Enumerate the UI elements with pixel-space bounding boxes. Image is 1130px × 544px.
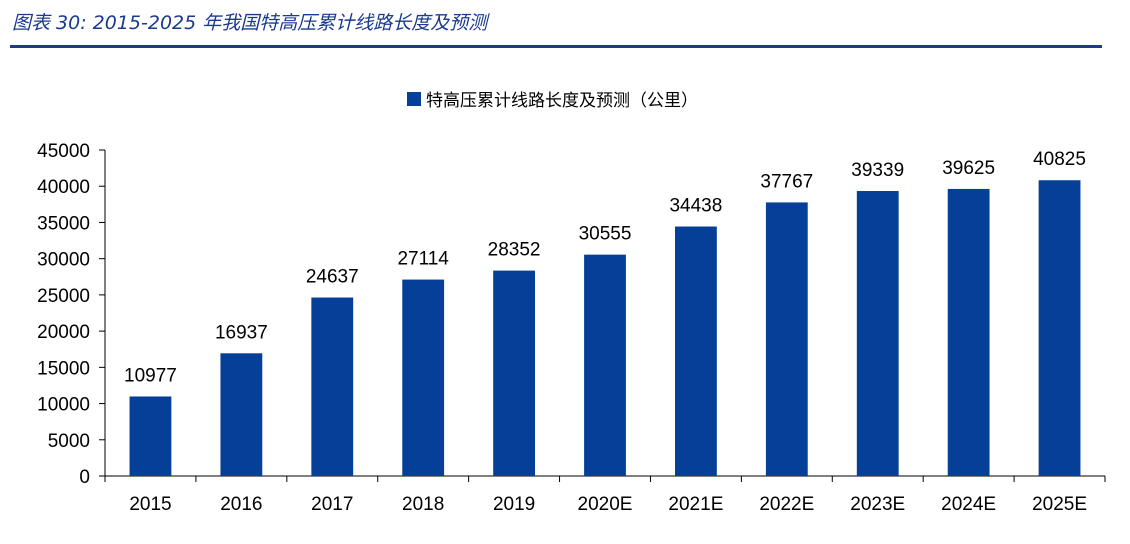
bar — [856, 191, 899, 476]
bar — [129, 396, 172, 476]
x-tick-label: 2021E — [668, 494, 723, 515]
x-tick-label: 2022E — [759, 494, 814, 515]
bar — [493, 270, 535, 476]
x-tick-label: 2016 — [220, 494, 262, 515]
y-tick-label: 40000 — [37, 177, 90, 198]
bar — [765, 202, 808, 477]
bar-value-label: 37767 — [760, 171, 813, 192]
bar-value-label: 34438 — [669, 196, 722, 217]
bar — [675, 226, 717, 476]
data-labels: 10977 16937 24637 27114 28352 30555 34438 37767… — [124, 149, 1086, 386]
figure-title: 图表 30: 2015-2025 年我国特高压累计线路长度及预测 — [12, 12, 488, 34]
x-axis: 2015 2016 2017 2018 2019 2020E 2021E 2022E 2023E… — [104, 475, 1106, 515]
bar-value-label: 30555 — [579, 224, 632, 245]
bar — [947, 188, 990, 476]
y-tick-label: 15000 — [37, 358, 90, 379]
bar-value-label: 39339 — [851, 160, 904, 181]
x-tick-label: 2025E — [1032, 494, 1087, 515]
y-tick-label: 20000 — [37, 322, 90, 343]
x-tick-label: 2018 — [402, 494, 444, 515]
figure-header: 图表 30: 2015-2025 年我国特高压累计线路长度及预测 — [0, 0, 1130, 48]
y-tick-label: 10000 — [37, 395, 90, 416]
x-tick-label: 2019 — [493, 494, 535, 515]
bar-value-label: 27114 — [397, 249, 449, 270]
bar — [402, 279, 445, 476]
x-tick-label: 2015 — [129, 494, 171, 515]
y-tick-label: 5000 — [48, 431, 90, 452]
bar — [584, 254, 626, 476]
header-divider — [10, 45, 1102, 48]
bar — [220, 353, 263, 476]
bar — [1038, 180, 1081, 477]
x-tick-label: 2024E — [941, 494, 996, 515]
x-tick-label: 2020E — [578, 494, 633, 515]
bars — [129, 180, 1081, 477]
bar-value-label: 16937 — [215, 322, 268, 343]
y-tick-label: 30000 — [37, 250, 90, 271]
y-axis: 0 5000 10000 15000 20000 25000 30000 35000 40000… — [37, 141, 106, 488]
bar-value-label: 39625 — [942, 158, 995, 179]
bar-value-label: 40825 — [1033, 149, 1086, 170]
y-tick-label: 0 — [79, 467, 90, 488]
bar-value-label: 24637 — [306, 267, 359, 288]
x-tick-label: 2017 — [311, 494, 353, 515]
y-tick-label: 25000 — [37, 286, 90, 307]
legend: 特高压累计线路长度及预测（公里） — [407, 91, 698, 111]
bar — [311, 297, 354, 476]
legend-swatch — [407, 92, 421, 106]
x-tick-label: 2023E — [850, 494, 905, 515]
bar-value-label: 10977 — [124, 365, 177, 386]
legend-label: 特高压累计线路长度及预测（公里） — [426, 91, 698, 111]
bar-value-label: 28352 — [488, 240, 541, 261]
y-tick-label: 45000 — [37, 141, 90, 162]
y-tick-label: 35000 — [37, 213, 90, 234]
